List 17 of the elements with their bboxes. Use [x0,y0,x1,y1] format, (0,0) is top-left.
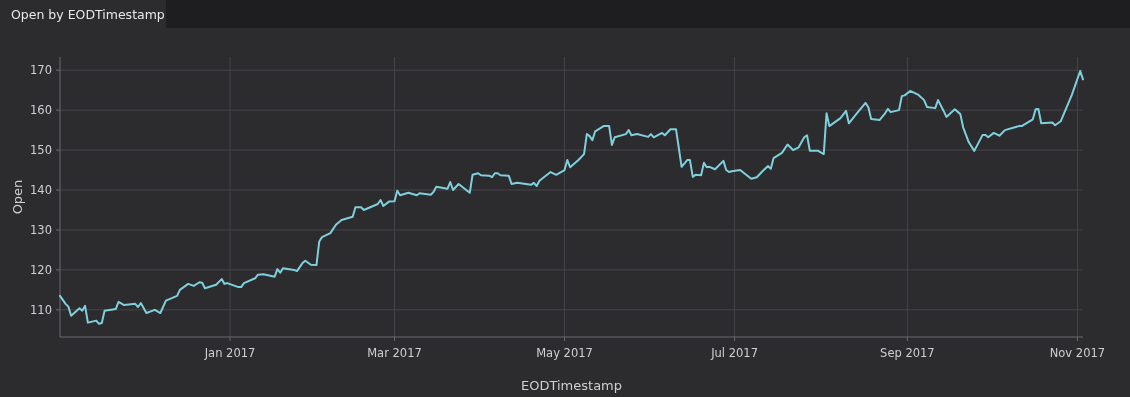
x-tick-label: Nov 2017 [1049,346,1106,360]
y-tick-label: 170 [30,63,52,78]
y-tick-label: 110 [30,302,52,317]
chart-title: Open by EODTimestamp [11,7,165,22]
x-tick-label: May 2017 [536,346,593,360]
x-tick-label: Jul 2017 [710,346,758,360]
y-tick-label: 130 [30,222,52,237]
y-axis-title: Open [10,179,25,215]
x-tick-label: Sep 2017 [880,346,935,360]
x-axis-title: EODTimestamp [520,378,623,393]
x-tick-label: Jan 2017 [203,346,256,360]
y-tick-label: 140 [30,183,52,198]
line-series [59,69,1084,325]
y-tick-label: 120 [30,262,52,277]
x-tick-label: Mar 2017 [367,346,422,360]
y-tick-label: 160 [30,103,52,118]
y-tick-label: 150 [30,143,52,158]
